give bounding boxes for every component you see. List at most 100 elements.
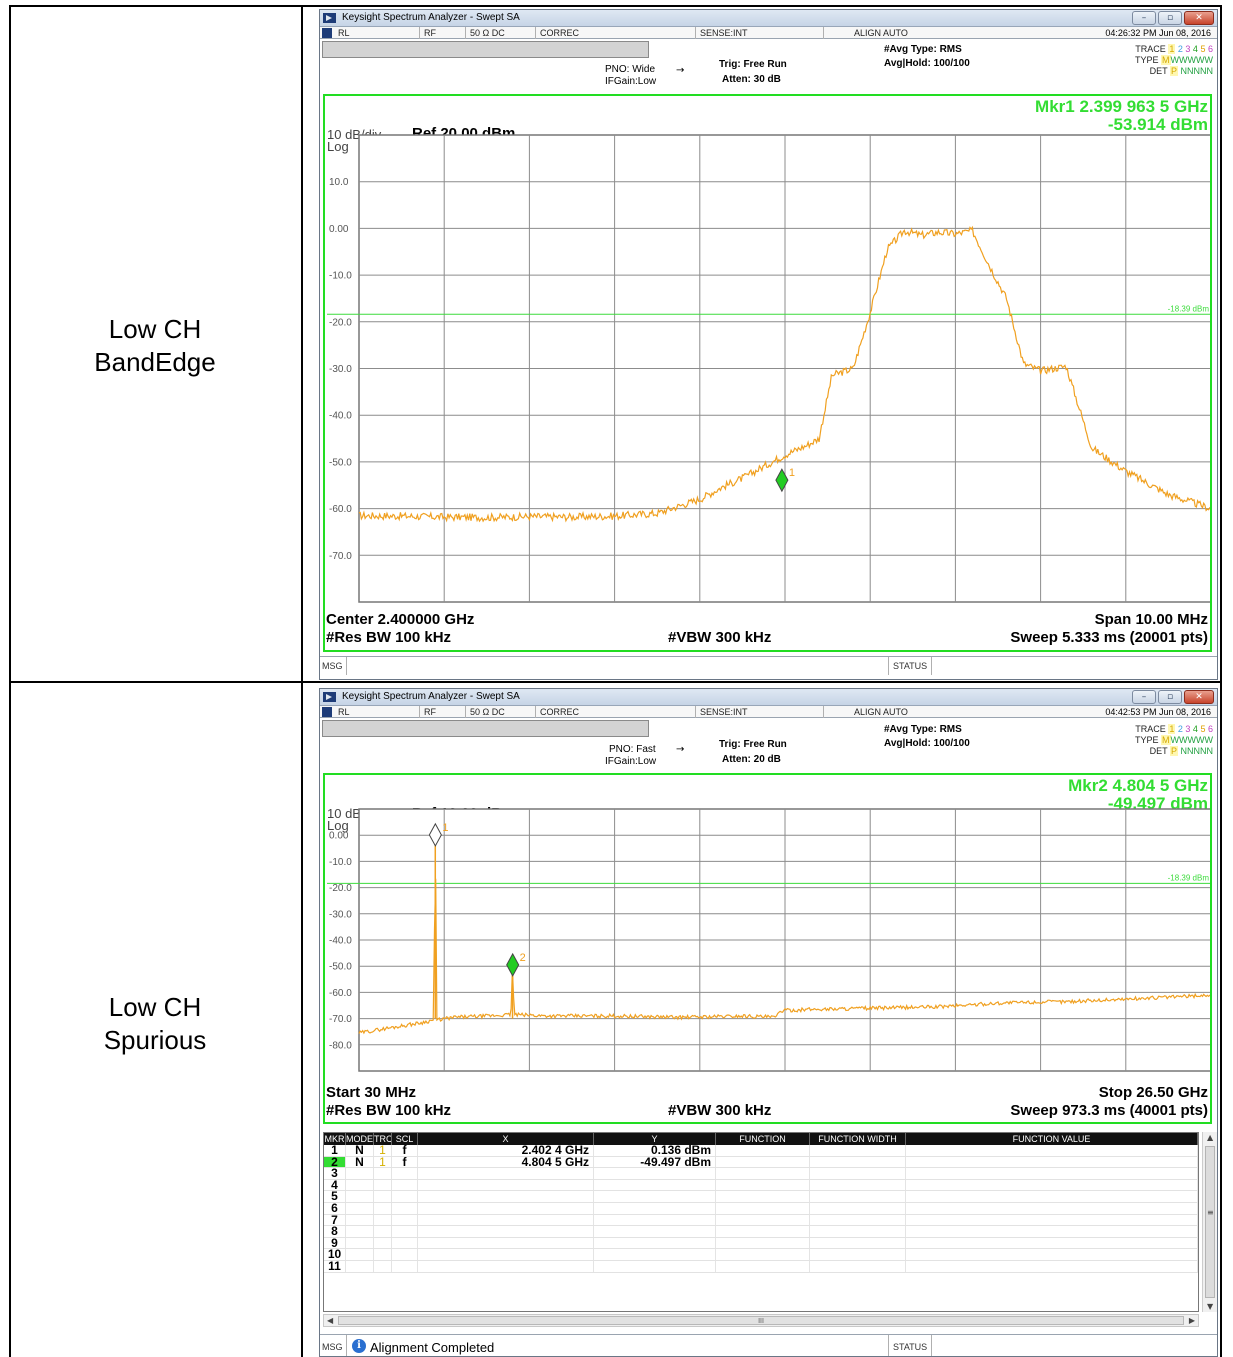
col-function-value[interactable]: FUNCTION VALUE [906,1133,1198,1145]
det-label: DET [1149,66,1168,76]
trace-3[interactable]: 3 [1185,44,1191,54]
cell-x: 4.804 5 GHz [418,1156,594,1168]
window-titlebar[interactable]: Keysight Spectrum Analyzer - Swept SA – … [320,10,1217,27]
window-titlebar[interactable]: Keysight Spectrum Analyzer - Swept SA – … [320,689,1217,706]
cell-trc: 1 [374,1156,392,1168]
spectrum-chart-bandedge[interactable]: 10.0 0.00 -10.0 -20.0 -30.0 -40.0 -50.0 -60.0 -7… [325,96,1210,650]
marker-diamond-icon [428,822,442,847]
close-button[interactable]: ✕ [1184,690,1214,704]
table-border-left [9,5,11,1357]
status-align: ALIGN AUTO [854,28,908,38]
marker-table-vscroll[interactable]: ▲ ≡ ▼ [1202,1132,1217,1312]
col-scl[interactable]: SCL [392,1133,418,1145]
table-row[interactable]: 2 N 1 f 4.804 5 GHz -49.497 dBm [324,1156,1198,1169]
keysight-logo-icon [323,692,336,702]
row-label-spurious: Low CH Spurious [9,991,301,1057]
minimize-button[interactable]: – [1132,690,1156,704]
col-x[interactable]: X [418,1133,594,1145]
col-y[interactable]: Y [594,1133,716,1145]
marker-table-hscroll[interactable]: ◀ III ▶ [323,1314,1199,1327]
cell-trc [374,1260,392,1272]
col-trc[interactable]: TRC [374,1133,392,1145]
col-mode[interactable]: MODE [346,1133,374,1145]
trace-2[interactable]: 2 [1177,44,1183,54]
table-row[interactable]: 11 [324,1260,1198,1273]
scroll-left-icon[interactable]: ◀ [327,1316,334,1325]
cell-function-value [906,1168,1198,1179]
trace-label: TRACE [1135,724,1166,734]
cell-function [716,1214,810,1226]
cell-x [418,1260,594,1272]
alignment-message: Alignment Completed [370,1340,495,1355]
trace-5[interactable]: 5 [1200,44,1206,54]
y-tick-label: -10.0 [329,857,352,868]
table-row[interactable]: 8 [324,1226,1198,1238]
table-row[interactable]: 3 [324,1168,1198,1180]
table-row[interactable]: 4 [324,1179,1198,1192]
stop-frequency: Stop 26.50 GHz [1098,1084,1208,1101]
analyzer-window-spurious: Keysight Spectrum Analyzer - Swept SA – … [319,688,1218,1357]
col-mkr[interactable]: MKR [324,1133,346,1145]
measurement-entry-box[interactable] [322,720,649,737]
maximize-button[interactable]: ▫ [1158,690,1182,704]
cell-function-value [906,1179,1198,1191]
cell-mode [346,1249,374,1260]
trace-4[interactable]: 4 [1192,44,1198,54]
cell-mkr: 1 [324,1145,346,1156]
col-function[interactable]: FUNCTION [716,1133,810,1145]
cell-scl [392,1179,418,1191]
minimize-button[interactable]: – [1132,11,1156,25]
cell-function-width [810,1145,906,1156]
marker-diamond-icon [506,952,520,977]
cell-mode: N [346,1156,374,1168]
maximize-button[interactable]: ▫ [1158,11,1182,25]
status-impedance: 50 Ω DC [466,27,536,39]
status-rl: RL [334,706,420,718]
status-correc: CORREC [536,706,696,718]
hscroll-thumb[interactable]: III [338,1316,1184,1325]
trace-6[interactable]: 6 [1207,724,1213,734]
trace-1[interactable]: 1 [1168,44,1176,54]
trace-6[interactable]: 6 [1207,44,1213,54]
span: Span 10.00 MHz [1094,611,1208,628]
cell-trc [374,1237,392,1249]
cell-mode [346,1260,374,1272]
table-row[interactable]: 7 [324,1214,1198,1227]
msg-separator [346,657,347,675]
cell-mode [346,1168,374,1179]
status-impedance: 50 Ω DC [466,706,536,718]
marker-readout: Mkr2 4.804 5 GHz -49.497 dBm [1068,777,1208,813]
trace-1[interactable]: 1 [1168,724,1176,734]
scroll-up-icon[interactable]: ▲ [1207,1133,1214,1142]
cell-y [594,1202,716,1214]
trace-4[interactable]: 4 [1192,724,1198,734]
marker-readout-freq: Mkr2 4.804 5 GHz [1068,776,1208,795]
sweep-time: Sweep 973.3 ms (40001 pts) [1010,1102,1208,1119]
status-rf: RF [420,27,466,39]
table-row[interactable]: 1 N 1 f 2.402 4 GHz 0.136 dBm [324,1145,1198,1157]
marker-label: 2 [520,952,526,964]
col-function-width[interactable]: FUNCTION WIDTH [810,1133,906,1145]
y-tick-label: -20.0 [329,317,352,328]
vscroll-thumb[interactable] [1205,1146,1215,1298]
det-value: P [1169,746,1178,756]
trace-5[interactable]: 5 [1200,724,1206,734]
window-controls: – ▫ ✕ [1132,11,1214,25]
cell-x [418,1179,594,1191]
rl-indicator-icon [322,28,332,38]
trace-3[interactable]: 3 [1185,724,1191,734]
row-label-bandedge: Low CH BandEdge [9,313,301,379]
table-row[interactable]: 6 [324,1202,1198,1215]
measurement-entry-box[interactable] [322,41,649,58]
trace-2[interactable]: 2 [1177,724,1183,734]
table-row[interactable]: 10 [324,1249,1198,1261]
spectrum-chart-spurious[interactable]: 0.00 -10.0 -20.0 -30.0 -40.0 -50.0 -60.0 -70.0 -… [325,775,1210,1122]
res-bw: #Res BW 100 kHz [326,1102,452,1119]
table-row[interactable]: 5 [324,1191,1198,1203]
marker-readout-amp: -53.914 dBm [1107,115,1208,134]
scroll-right-icon[interactable]: ▶ [1188,1316,1195,1325]
table-row[interactable]: 9 [324,1237,1198,1250]
close-button[interactable]: ✕ [1184,11,1214,25]
trace-line [358,878,1210,1035]
scroll-down-icon[interactable]: ▼ [1207,1302,1214,1311]
